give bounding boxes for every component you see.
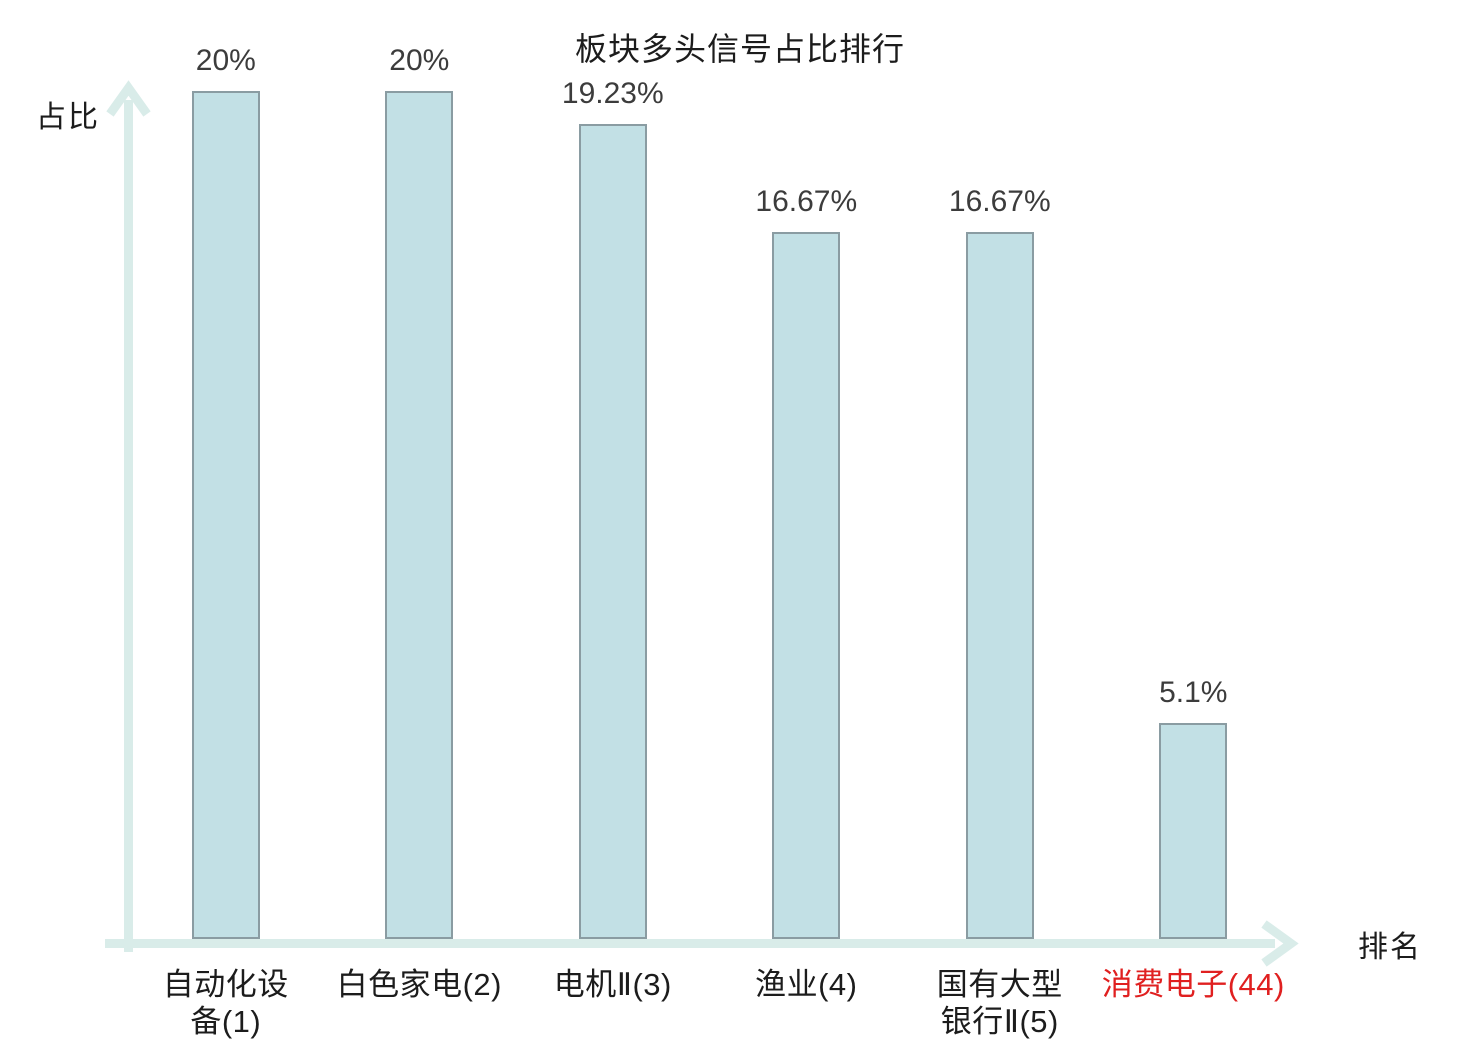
category-label: 消费电子(44) bbox=[1101, 967, 1285, 1002]
y-axis-label: 占比 bbox=[36, 101, 100, 134]
bar-value-label: 16.67% bbox=[755, 185, 858, 219]
bar bbox=[772, 232, 841, 939]
bar-value-label: 16.67% bbox=[948, 185, 1051, 219]
chart-title: 板块多头信号占比排行 bbox=[574, 31, 905, 67]
bar bbox=[191, 91, 260, 939]
bar-value-label: 19.23% bbox=[561, 76, 664, 110]
bar bbox=[1159, 722, 1228, 939]
x-axis-line bbox=[105, 939, 1275, 948]
category-label: 渔业(4) bbox=[755, 967, 858, 1002]
bar-value-label: 5.1% bbox=[1159, 675, 1228, 709]
bar bbox=[385, 91, 454, 939]
category-label: 白色家电(2) bbox=[336, 967, 502, 1002]
bar bbox=[965, 232, 1034, 939]
bar bbox=[578, 123, 647, 939]
bar-value-label: 20% bbox=[195, 44, 256, 77]
bar-value-label: 20% bbox=[389, 44, 450, 77]
category-label: 电机Ⅱ(3) bbox=[553, 967, 672, 1002]
category-label: 国有大型 银行Ⅱ(5) bbox=[936, 967, 1063, 1039]
category-label: 自动化设 备(1) bbox=[162, 967, 289, 1039]
x-axis-label: 排名 bbox=[1358, 931, 1422, 964]
y-axis-line bbox=[124, 100, 133, 952]
